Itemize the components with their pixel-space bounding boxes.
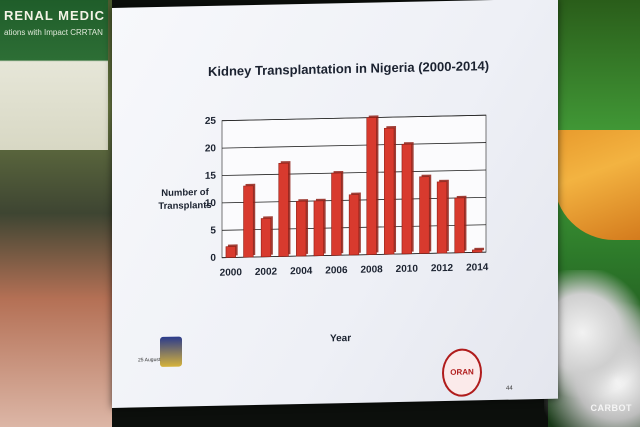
y-tick-label: 20 (205, 143, 217, 154)
university-logo (160, 336, 182, 367)
gridline (222, 142, 486, 149)
bar (436, 181, 448, 254)
x-tick-label: 2008 (360, 264, 383, 275)
bar (401, 143, 412, 255)
bar (313, 200, 324, 257)
banner-subtitle: ations with Impact CRRTAN (4, 28, 103, 37)
x-tick-label: 2006 (325, 265, 348, 276)
bar-chart: 0 5 10 15 20 25 2000 2002 2004 2006 2008 2010 2012 20… (205, 114, 489, 279)
bar (348, 194, 360, 256)
bar (419, 176, 430, 254)
y-tick-label: 5 (210, 225, 216, 236)
gridline (222, 169, 486, 176)
bar (472, 249, 483, 253)
slide-footer-date: 25 August (138, 356, 161, 364)
y-tick-label: 25 (205, 116, 217, 127)
projector-screen: Kidney Transplantation in Nigeria (2000-… (112, 0, 558, 409)
bar (366, 117, 377, 255)
x-tick-label: 2012 (431, 263, 454, 274)
x-tick-label: 2014 (466, 262, 489, 273)
bar (331, 172, 342, 256)
bar (225, 246, 236, 258)
flower-decoration (544, 270, 640, 427)
photographer-watermark: CARBOT (590, 403, 632, 413)
bar (260, 218, 272, 258)
conference-banner: RENAL MEDIC ations with Impact CRRTAN (0, 0, 108, 150)
bar (243, 185, 254, 258)
banner-title: RENAL MEDIC (4, 8, 106, 23)
bar (296, 200, 307, 257)
bar (454, 197, 465, 254)
x-tick-label: 2004 (290, 266, 313, 277)
gridline (222, 114, 486, 122)
y-tick-label: 15 (205, 171, 217, 182)
x-tick-label: 2010 (396, 264, 419, 275)
x-tick-label: 2000 (220, 267, 243, 278)
bar (384, 127, 395, 255)
slide-page-number: 44 (506, 385, 513, 392)
bar (278, 162, 289, 257)
x-tick-label: 2002 (255, 267, 278, 278)
y-tick-label: 10 (205, 198, 217, 209)
y-tick-label: 0 (210, 253, 216, 264)
